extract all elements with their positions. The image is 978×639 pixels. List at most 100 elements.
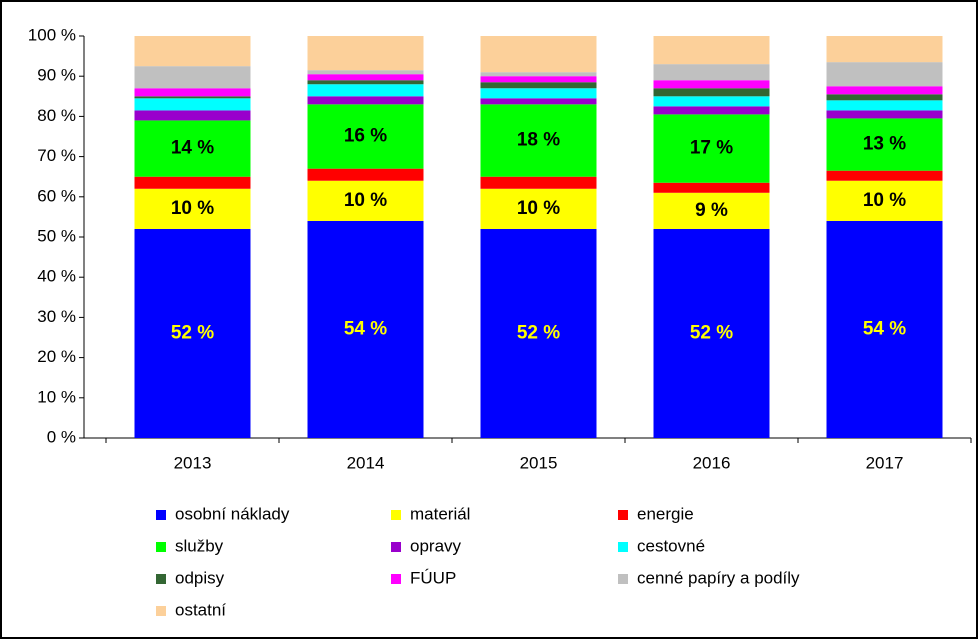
value-label: 54 % [863,318,906,339]
legend-swatch [618,510,628,520]
bar-segment [134,188,251,229]
legend-label: cestovné [637,536,705,555]
bar-segment [307,96,424,105]
bar-segment [480,228,597,438]
bar-segment [307,168,424,181]
bar-segment [307,180,424,221]
value-label: 52 % [690,322,733,343]
y-tick-label: 100 % [28,25,76,44]
y-tick-label: 60 % [37,186,76,205]
y-tick-label: 30 % [37,307,76,326]
y-tick-label: 90 % [37,66,76,85]
bar-segment [307,84,424,97]
legend-label: FÚUP [410,568,456,587]
legend-label: odpisy [175,568,225,587]
x-tick-label: 2013 [174,453,212,472]
legend-swatch [156,606,166,616]
value-label: 10 % [517,198,560,219]
legend-label: služby [175,536,224,555]
bar-segment [826,118,943,171]
legend-label: energie [637,504,694,523]
bar-segment [480,82,597,89]
y-tick-label: 20 % [37,347,76,366]
y-tick-label: 80 % [37,106,76,125]
x-tick-label: 2014 [347,453,385,472]
legend-swatch [618,542,628,552]
bar-segment [653,228,770,438]
bar-segment [307,80,424,85]
legend-swatch [391,542,401,552]
bar-segment [826,36,943,63]
bar-segment [134,88,251,97]
y-tick-label: 50 % [37,226,76,245]
bar-segment [480,104,597,177]
bar-segment [653,96,770,107]
bar-segment [826,62,943,87]
bar-segment [307,36,424,71]
bar-segment [480,72,597,77]
bar-segment [480,76,597,83]
y-tick-label: 0 % [47,427,76,446]
bar-segment [826,86,943,95]
bar-segment [826,94,943,101]
bar-segment [134,96,251,99]
bar-segment [826,170,943,181]
bar-segment [307,74,424,81]
y-tick-label: 70 % [37,146,76,165]
bar-segment [826,180,943,221]
bar-segment [307,70,424,75]
value-label: 10 % [863,190,906,211]
bar-segment [653,106,770,115]
value-label: 10 % [171,198,214,219]
y-tick-label: 10 % [37,387,76,406]
bar-segment [480,36,597,73]
legend-swatch [391,574,401,584]
bar-segment [826,110,943,119]
bar-segment [134,120,251,177]
value-label: 14 % [171,138,214,159]
bar-segment [653,36,770,65]
legend-swatch [391,510,401,520]
x-tick-label: 2017 [866,453,904,472]
value-label: 9 % [695,200,728,221]
bar-segment [480,98,597,105]
bar-segment [653,182,770,193]
y-tick-label: 40 % [37,267,76,286]
bar-segment [826,100,943,111]
legend-swatch [618,574,628,584]
legend-label: opravy [410,536,462,555]
value-label: 18 % [517,130,560,151]
bar-segment [826,220,943,438]
value-label: 10 % [344,190,387,211]
bar-segment [480,176,597,189]
legend-swatch [156,510,166,520]
legend-swatch [156,574,166,584]
x-tick-label: 2015 [520,453,558,472]
value-label: 52 % [171,322,214,343]
legend-label: osobní náklady [175,504,290,523]
bar-segment [134,228,251,438]
bar-segment [653,64,770,81]
value-label: 16 % [344,126,387,147]
bar-segment [653,80,770,89]
x-tick-label: 2016 [693,453,731,472]
legend-label: cenné papíry a podíly [637,568,800,587]
legend-swatch [156,542,166,552]
value-label: 13 % [863,134,906,155]
bar-segment [307,104,424,169]
bar-segment [134,66,251,89]
bar-segment [134,176,251,189]
bar-segment [480,188,597,229]
bar-segment [134,36,251,67]
value-label: 52 % [517,322,560,343]
bar-segment [653,114,770,183]
bar-segment [653,88,770,97]
value-label: 54 % [344,318,387,339]
bar-segment [480,88,597,99]
bar-segment [134,98,251,111]
bar-segment [307,220,424,438]
value-label: 17 % [690,138,733,159]
bar-segment [653,192,770,229]
legend-label: materiál [410,504,470,523]
